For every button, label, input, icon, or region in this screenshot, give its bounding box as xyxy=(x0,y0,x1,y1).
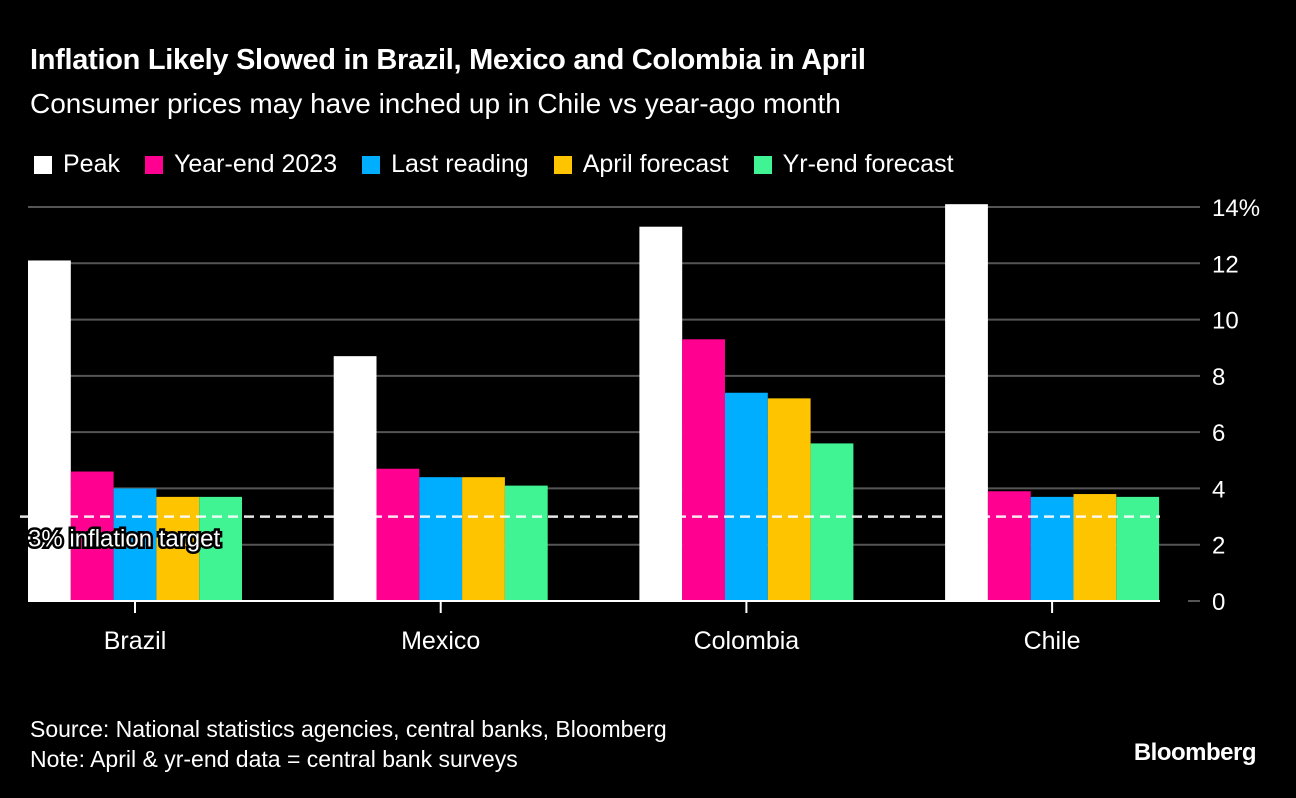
y-tick-label: 0 xyxy=(1212,589,1225,616)
legend: Peak Year-end 2023 Last reading April fo… xyxy=(34,150,979,179)
legend-swatch-yr-end-forecast xyxy=(753,155,772,174)
legend-label-april-forecast: April forecast xyxy=(582,150,729,178)
y-tick-label: 6 xyxy=(1212,420,1225,447)
axes: 0 2 4 6 8 10 12 14% Brazil Mexico Colombia Chile xyxy=(28,195,1260,655)
reference-line-group: 3% inflation target xyxy=(20,515,1160,555)
y-tick-label: 8 xyxy=(1212,364,1225,391)
bar-colombia-year-end-2023 xyxy=(682,339,725,601)
bar-brazil-last-reading xyxy=(113,488,157,601)
legend-swatch-year-end-2023 xyxy=(144,155,163,174)
source-note: Source: National statistics agencies, ce… xyxy=(30,716,667,742)
bar-mexico-yr-end-forecast xyxy=(504,485,548,601)
bar-mexico-peak xyxy=(333,356,377,601)
legend-item-last-reading: Last reading xyxy=(362,150,529,179)
legend-item-year-end-2023: Year-end 2023 xyxy=(144,150,338,179)
bar-brazil-peak xyxy=(28,260,71,601)
legend-swatch-april-forecast xyxy=(553,155,572,174)
reference-line-label: 3% inflation target xyxy=(28,526,220,553)
legend-label-last-reading: Last reading xyxy=(391,150,529,178)
bar-mexico-april-forecast xyxy=(462,477,505,601)
y-tick-label: 10 xyxy=(1212,308,1239,335)
y-tick-label: 12 xyxy=(1212,251,1239,278)
x-tick-label: Colombia xyxy=(694,627,800,655)
legend-label-yr-end-forecast: Yr-end forecast xyxy=(782,150,954,178)
bar-chile-yr-end-forecast xyxy=(1116,496,1160,601)
y-tick-label: 2 xyxy=(1212,533,1225,560)
bar-mexico-last-reading xyxy=(419,477,463,601)
data-note: Note: April & yr-end data = central bank… xyxy=(30,746,518,772)
legend-swatch-last-reading xyxy=(362,155,381,174)
chart-subtitle: Consumer prices may have inched up in Ch… xyxy=(30,88,841,119)
bar-colombia-yr-end-forecast xyxy=(810,443,854,601)
legend-item-april-forecast: April forecast xyxy=(553,150,729,179)
bar-chile-peak xyxy=(945,204,988,601)
legend-item-yr-end-forecast: Yr-end forecast xyxy=(753,150,954,179)
legend-label-year-end-2023: Year-end 2023 xyxy=(173,150,338,178)
legend-item-peak: Peak xyxy=(34,150,120,179)
bar-chile-year-end-2023 xyxy=(987,491,1031,601)
x-tick-label: Brazil xyxy=(104,627,167,655)
bar-colombia-last-reading xyxy=(725,392,768,601)
bar-mexico-year-end-2023 xyxy=(376,468,420,601)
bar-brazil-yr-end-forecast xyxy=(199,496,242,601)
bar-brazil-april-forecast xyxy=(156,496,200,601)
bars xyxy=(28,204,1160,601)
legend-label-peak: Peak xyxy=(63,150,120,178)
bar-chile-april-forecast xyxy=(1073,494,1117,601)
y-tick-label: 14% xyxy=(1212,195,1260,222)
footer: Source: National statistics agencies, ce… xyxy=(30,714,667,774)
x-tick-label: Chile xyxy=(1024,627,1081,655)
chart-title: Inflation Likely Slowed in Brazil, Mexic… xyxy=(30,44,866,76)
bar-chile-last-reading xyxy=(1030,496,1074,601)
x-tick-label: Mexico xyxy=(401,627,480,655)
bar-colombia-april-forecast xyxy=(767,398,811,601)
bloomberg-logo: Bloomberg xyxy=(1133,739,1257,766)
bar-colombia-peak xyxy=(639,226,683,601)
legend-swatch-peak xyxy=(34,155,52,174)
y-tick-label: 4 xyxy=(1212,476,1225,503)
bar-brazil-year-end-2023 xyxy=(70,471,114,601)
